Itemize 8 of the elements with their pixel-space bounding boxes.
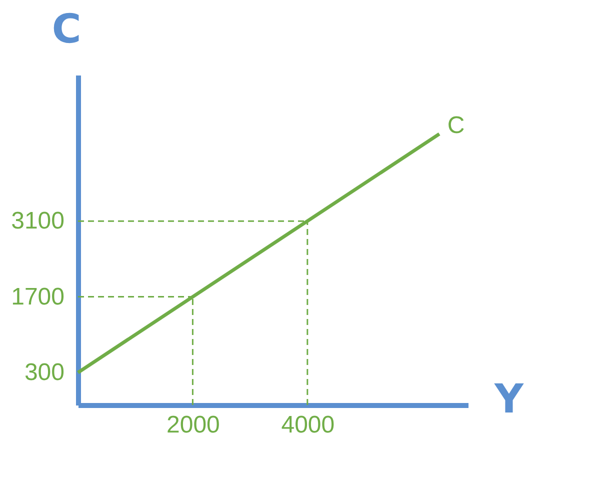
x-axis-title: Y — [494, 376, 525, 422]
y-tick-label: 3100 — [11, 208, 64, 235]
x-tick-label: 2000 — [166, 412, 220, 438]
x-tick-label: 4000 — [281, 412, 335, 438]
y-tick-label: 300 — [24, 359, 64, 386]
series-label: C — [447, 112, 465, 139]
y-tick-label: 1700 — [11, 283, 64, 310]
y-axis-title: C — [52, 6, 82, 52]
